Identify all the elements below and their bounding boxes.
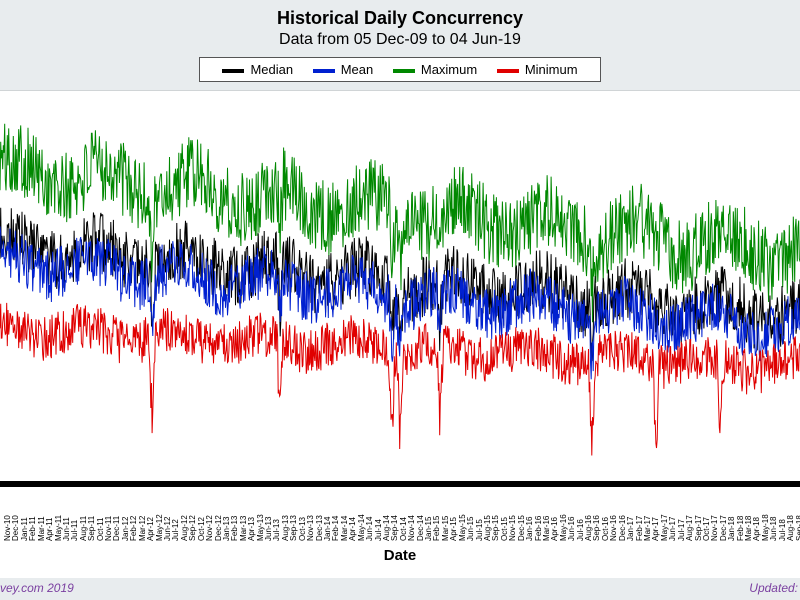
x-tick-label: Jun-14 (365, 517, 374, 541)
chart-svg (0, 91, 800, 551)
x-tick-label: Jan-18 (727, 517, 736, 541)
x-tick-label: Apr-16 (550, 517, 559, 541)
x-tick-label: Jan-16 (525, 517, 534, 541)
x-tick-label: Feb-12 (129, 516, 138, 541)
x-tick-label: Aug-17 (685, 515, 694, 541)
legend-swatch-mean (313, 69, 335, 73)
legend-swatch-minimum (497, 69, 519, 73)
x-tick-label: Nov-17 (710, 515, 719, 541)
x-tick-label: Sep-18 (795, 515, 800, 541)
x-tick-label: Jan-17 (626, 517, 635, 541)
x-tick-label: Sep-12 (188, 515, 197, 541)
footer-updated: Updated: (749, 581, 798, 595)
x-tick-label: Feb-11 (28, 516, 37, 541)
x-tick-label: Nov-14 (407, 515, 416, 541)
legend-item-maximum: Maximum (393, 62, 477, 77)
legend-label: Maximum (421, 62, 477, 77)
chart-subtitle: Data from 05 Dec-09 to 04 Jun-19 (0, 31, 800, 49)
x-tick-label: Nov-13 (306, 515, 315, 541)
x-tick-label: Apr-14 (348, 517, 357, 541)
x-tick-label: Sep-14 (390, 515, 399, 541)
legend-item-mean: Mean (313, 62, 374, 77)
x-tick-label: Jun-16 (567, 517, 576, 541)
x-axis-labels: Nov-10Dec-10Jan-11Feb-11Mar-11Apr-11May-… (0, 489, 800, 549)
legend-item-minimum: Minimum (497, 62, 578, 77)
x-tick-label: Jun-18 (769, 517, 778, 541)
legend-label: Minimum (525, 62, 578, 77)
x-tick-label: Jun-17 (668, 517, 677, 541)
footer: vey.com 2019 Updated: (0, 578, 800, 600)
chart-header: Historical Daily Concurrency Data from 0… (0, 0, 800, 91)
x-tick-label: Apr-11 (45, 518, 54, 541)
x-tick-label: Nov-15 (508, 515, 517, 541)
x-tick-label: Jul-11 (70, 520, 79, 541)
legend-swatch-maximum (393, 69, 415, 73)
x-tick-label: Apr-15 (449, 517, 458, 541)
x-tick-label: Aug-18 (786, 515, 795, 541)
legend: Median Mean Maximum Minimum (199, 57, 600, 82)
x-tick-label: Feb-13 (230, 516, 239, 541)
x-tick-label: Sep-11 (87, 516, 96, 541)
legend-swatch-median (222, 69, 244, 73)
legend-label: Mean (341, 62, 374, 77)
x-tick-label: Sep-13 (289, 515, 298, 541)
footer-credit: vey.com 2019 (0, 581, 74, 595)
x-axis-line (0, 481, 800, 487)
x-tick-label: Apr-13 (247, 517, 256, 541)
x-tick-label: Nov-16 (609, 515, 618, 541)
x-axis-title: Date (0, 547, 800, 564)
legend-item-median: Median (222, 62, 293, 77)
plot-area: Nov-10Dec-10Jan-11Feb-11Mar-11Apr-11May-… (0, 91, 800, 551)
x-tick-label: Nov-12 (205, 515, 214, 541)
x-tick-label: Jun-15 (466, 517, 475, 541)
chart-title: Historical Daily Concurrency (0, 8, 800, 29)
legend-label: Median (250, 62, 293, 77)
x-tick-label: Apr-12 (146, 517, 155, 541)
